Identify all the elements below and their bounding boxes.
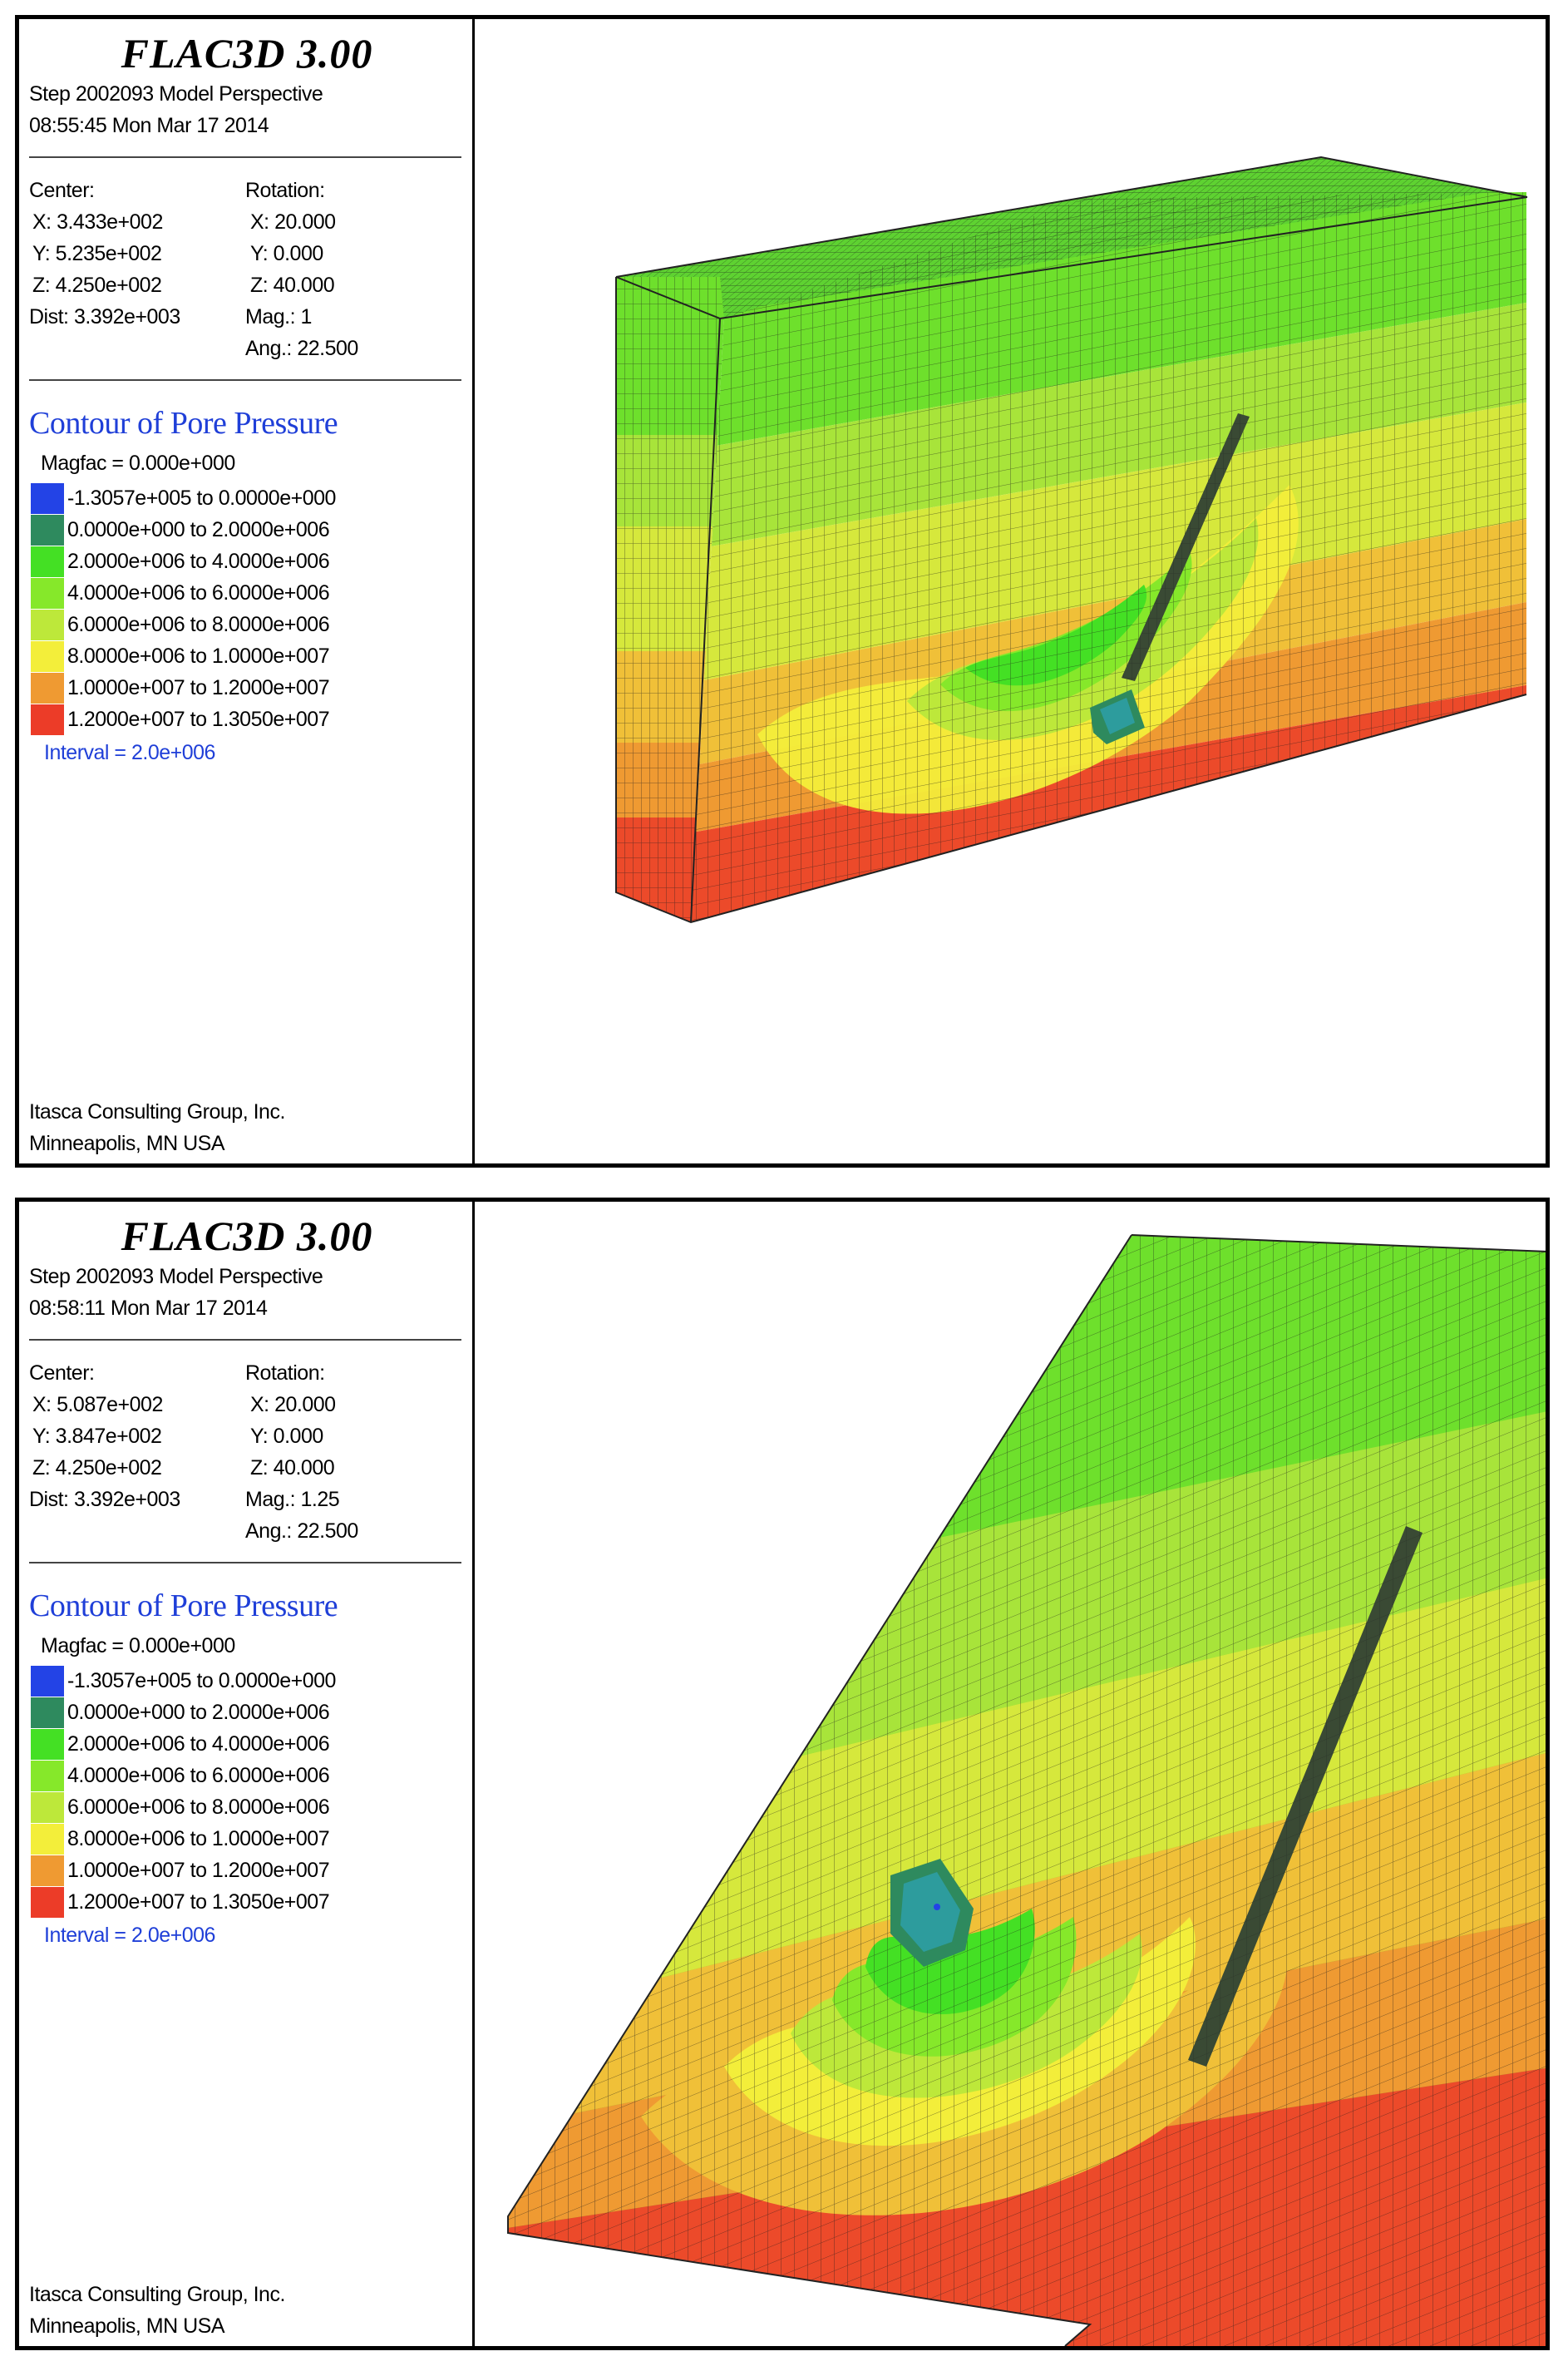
rotation-x: X: 20.000 bbox=[250, 210, 336, 234]
footer-company: Itasca Consulting Group, Inc. bbox=[29, 2283, 285, 2306]
legend-swatch bbox=[31, 483, 64, 514]
center-y: Y: 3.847e+002 bbox=[32, 1425, 162, 1448]
step-line: Step 2002093 Model Perspective bbox=[29, 1265, 323, 1288]
magfac-line: Magfac = 0.000e+000 bbox=[41, 1634, 235, 1657]
legend-label: 8.0000e+006 to 1.0000e+007 bbox=[67, 645, 330, 668]
cavity bbox=[890, 1859, 974, 1967]
rotation-y: Y: 0.000 bbox=[250, 1425, 323, 1448]
interval-line: Interval = 2.0e+006 bbox=[44, 1924, 215, 1947]
legend-swatch bbox=[31, 1666, 64, 1697]
legend-label: 2.0000e+006 to 4.0000e+006 bbox=[67, 1732, 330, 1756]
legend-swatch bbox=[31, 610, 64, 640]
flac3d-plot-panel-1: FLAC3D 3.00 Step 2002093 Model Perspecti… bbox=[15, 15, 1550, 1168]
model-render bbox=[615, 156, 1528, 924]
model-render bbox=[507, 1234, 1546, 2346]
rotation-z: Z: 40.000 bbox=[250, 274, 335, 297]
model-view bbox=[475, 19, 1546, 1163]
center-x: X: 5.087e+002 bbox=[32, 1393, 163, 1416]
model-view bbox=[475, 1202, 1546, 2346]
legend-label: 8.0000e+006 to 1.0000e+007 bbox=[67, 1827, 330, 1850]
divider bbox=[29, 156, 461, 158]
info-sidebar: FLAC3D 3.00 Step 2002093 Model Perspecti… bbox=[19, 1202, 475, 2346]
interval-line: Interval = 2.0e+006 bbox=[44, 741, 215, 764]
legend-swatch bbox=[31, 578, 64, 609]
legend-label: -1.3057e+005 to 0.0000e+000 bbox=[67, 487, 336, 510]
contour-title: Contour of Pore Pressure bbox=[29, 406, 338, 441]
legend-label: 1.2000e+007 to 1.3050e+007 bbox=[67, 1890, 330, 1914]
legend-swatch bbox=[31, 546, 64, 577]
app-title: FLAC3D 3.00 bbox=[121, 1213, 373, 1259]
info-sidebar: FLAC3D 3.00 Step 2002093 Model Perspecti… bbox=[19, 19, 475, 1163]
rotation-ang: Ang.: 22.500 bbox=[245, 337, 358, 360]
legend-swatch bbox=[31, 1792, 64, 1823]
model-outline bbox=[507, 1234, 1546, 2346]
legend-label: 4.0000e+006 to 6.0000e+006 bbox=[67, 1764, 330, 1787]
legend-label: 2.0000e+006 to 4.0000e+006 bbox=[67, 550, 330, 573]
legend-swatch bbox=[31, 1761, 64, 1791]
footer-city: Minneapolis, MN USA bbox=[29, 2314, 225, 2338]
footer-city: Minneapolis, MN USA bbox=[29, 1132, 225, 1155]
legend-label: 0.0000e+000 to 2.0000e+006 bbox=[67, 1701, 330, 1724]
legend-swatch bbox=[31, 1824, 64, 1855]
legend-label: 1.0000e+007 to 1.2000e+007 bbox=[67, 1859, 330, 1882]
center-y: Y: 5.235e+002 bbox=[32, 242, 162, 265]
legend-swatch bbox=[31, 515, 64, 546]
model-slope-face bbox=[508, 1235, 1546, 2346]
legend-label: 6.0000e+006 to 8.0000e+006 bbox=[67, 613, 330, 636]
center-z: Z: 4.250e+002 bbox=[32, 274, 162, 297]
legend-swatch bbox=[31, 1729, 64, 1760]
inclined-shaft bbox=[1188, 1526, 1423, 2067]
legend-label: 1.0000e+007 to 1.2000e+007 bbox=[67, 676, 330, 699]
model-outline bbox=[615, 156, 1528, 924]
app-title: FLAC3D 3.00 bbox=[121, 30, 373, 77]
footer-company: Itasca Consulting Group, Inc. bbox=[29, 1100, 285, 1124]
legend-label: 1.2000e+007 to 1.3050e+007 bbox=[67, 708, 330, 731]
step-line: Step 2002093 Model Perspective bbox=[29, 82, 323, 106]
contour-title: Contour of Pore Pressure bbox=[29, 1588, 338, 1623]
center-dist: Dist: 3.392e+003 bbox=[29, 1488, 180, 1511]
divider bbox=[29, 379, 461, 381]
center-label: Center: bbox=[29, 1361, 95, 1385]
time-line: 08:58:11 Mon Mar 17 2014 bbox=[29, 1297, 268, 1320]
center-z: Z: 4.250e+002 bbox=[32, 1456, 162, 1479]
legend-swatch bbox=[31, 1887, 64, 1918]
legend-label: -1.3057e+005 to 0.0000e+000 bbox=[67, 1669, 336, 1692]
legend-label: 4.0000e+006 to 6.0000e+006 bbox=[67, 581, 330, 605]
magfac-line: Magfac = 0.000e+000 bbox=[41, 452, 235, 475]
inclined-shaft bbox=[1122, 413, 1250, 681]
legend-swatch bbox=[31, 1697, 64, 1728]
legend-swatch bbox=[31, 641, 64, 672]
legend-swatch bbox=[31, 704, 64, 735]
time-line: 08:55:45 Mon Mar 17 2014 bbox=[29, 114, 269, 137]
legend-label: 0.0000e+000 to 2.0000e+006 bbox=[67, 518, 330, 541]
model-side-face bbox=[616, 277, 724, 922]
center-dist: Dist: 3.392e+003 bbox=[29, 305, 180, 328]
flac3d-plot-panel-2: FLAC3D 3.00 Step 2002093 Model Perspecti… bbox=[15, 1198, 1550, 2350]
rotation-mag: Mag.: 1 bbox=[245, 305, 312, 328]
legend-swatch bbox=[31, 673, 64, 704]
legend-label: 6.0000e+006 to 8.0000e+006 bbox=[67, 1796, 330, 1819]
legend-swatch bbox=[31, 1855, 64, 1886]
cavity bbox=[1090, 689, 1145, 744]
divider bbox=[29, 1339, 461, 1341]
rotation-y: Y: 0.000 bbox=[250, 242, 323, 265]
divider bbox=[29, 1562, 461, 1563]
rotation-mag: Mag.: 1.25 bbox=[245, 1488, 340, 1511]
rotation-label: Rotation: bbox=[245, 1361, 325, 1385]
center-x: X: 3.433e+002 bbox=[32, 210, 163, 234]
rotation-x: X: 20.000 bbox=[250, 1393, 336, 1416]
rotation-z: Z: 40.000 bbox=[250, 1456, 335, 1479]
center-label: Center: bbox=[29, 179, 95, 202]
rotation-label: Rotation: bbox=[245, 179, 325, 202]
rotation-ang: Ang.: 22.500 bbox=[245, 1519, 358, 1543]
